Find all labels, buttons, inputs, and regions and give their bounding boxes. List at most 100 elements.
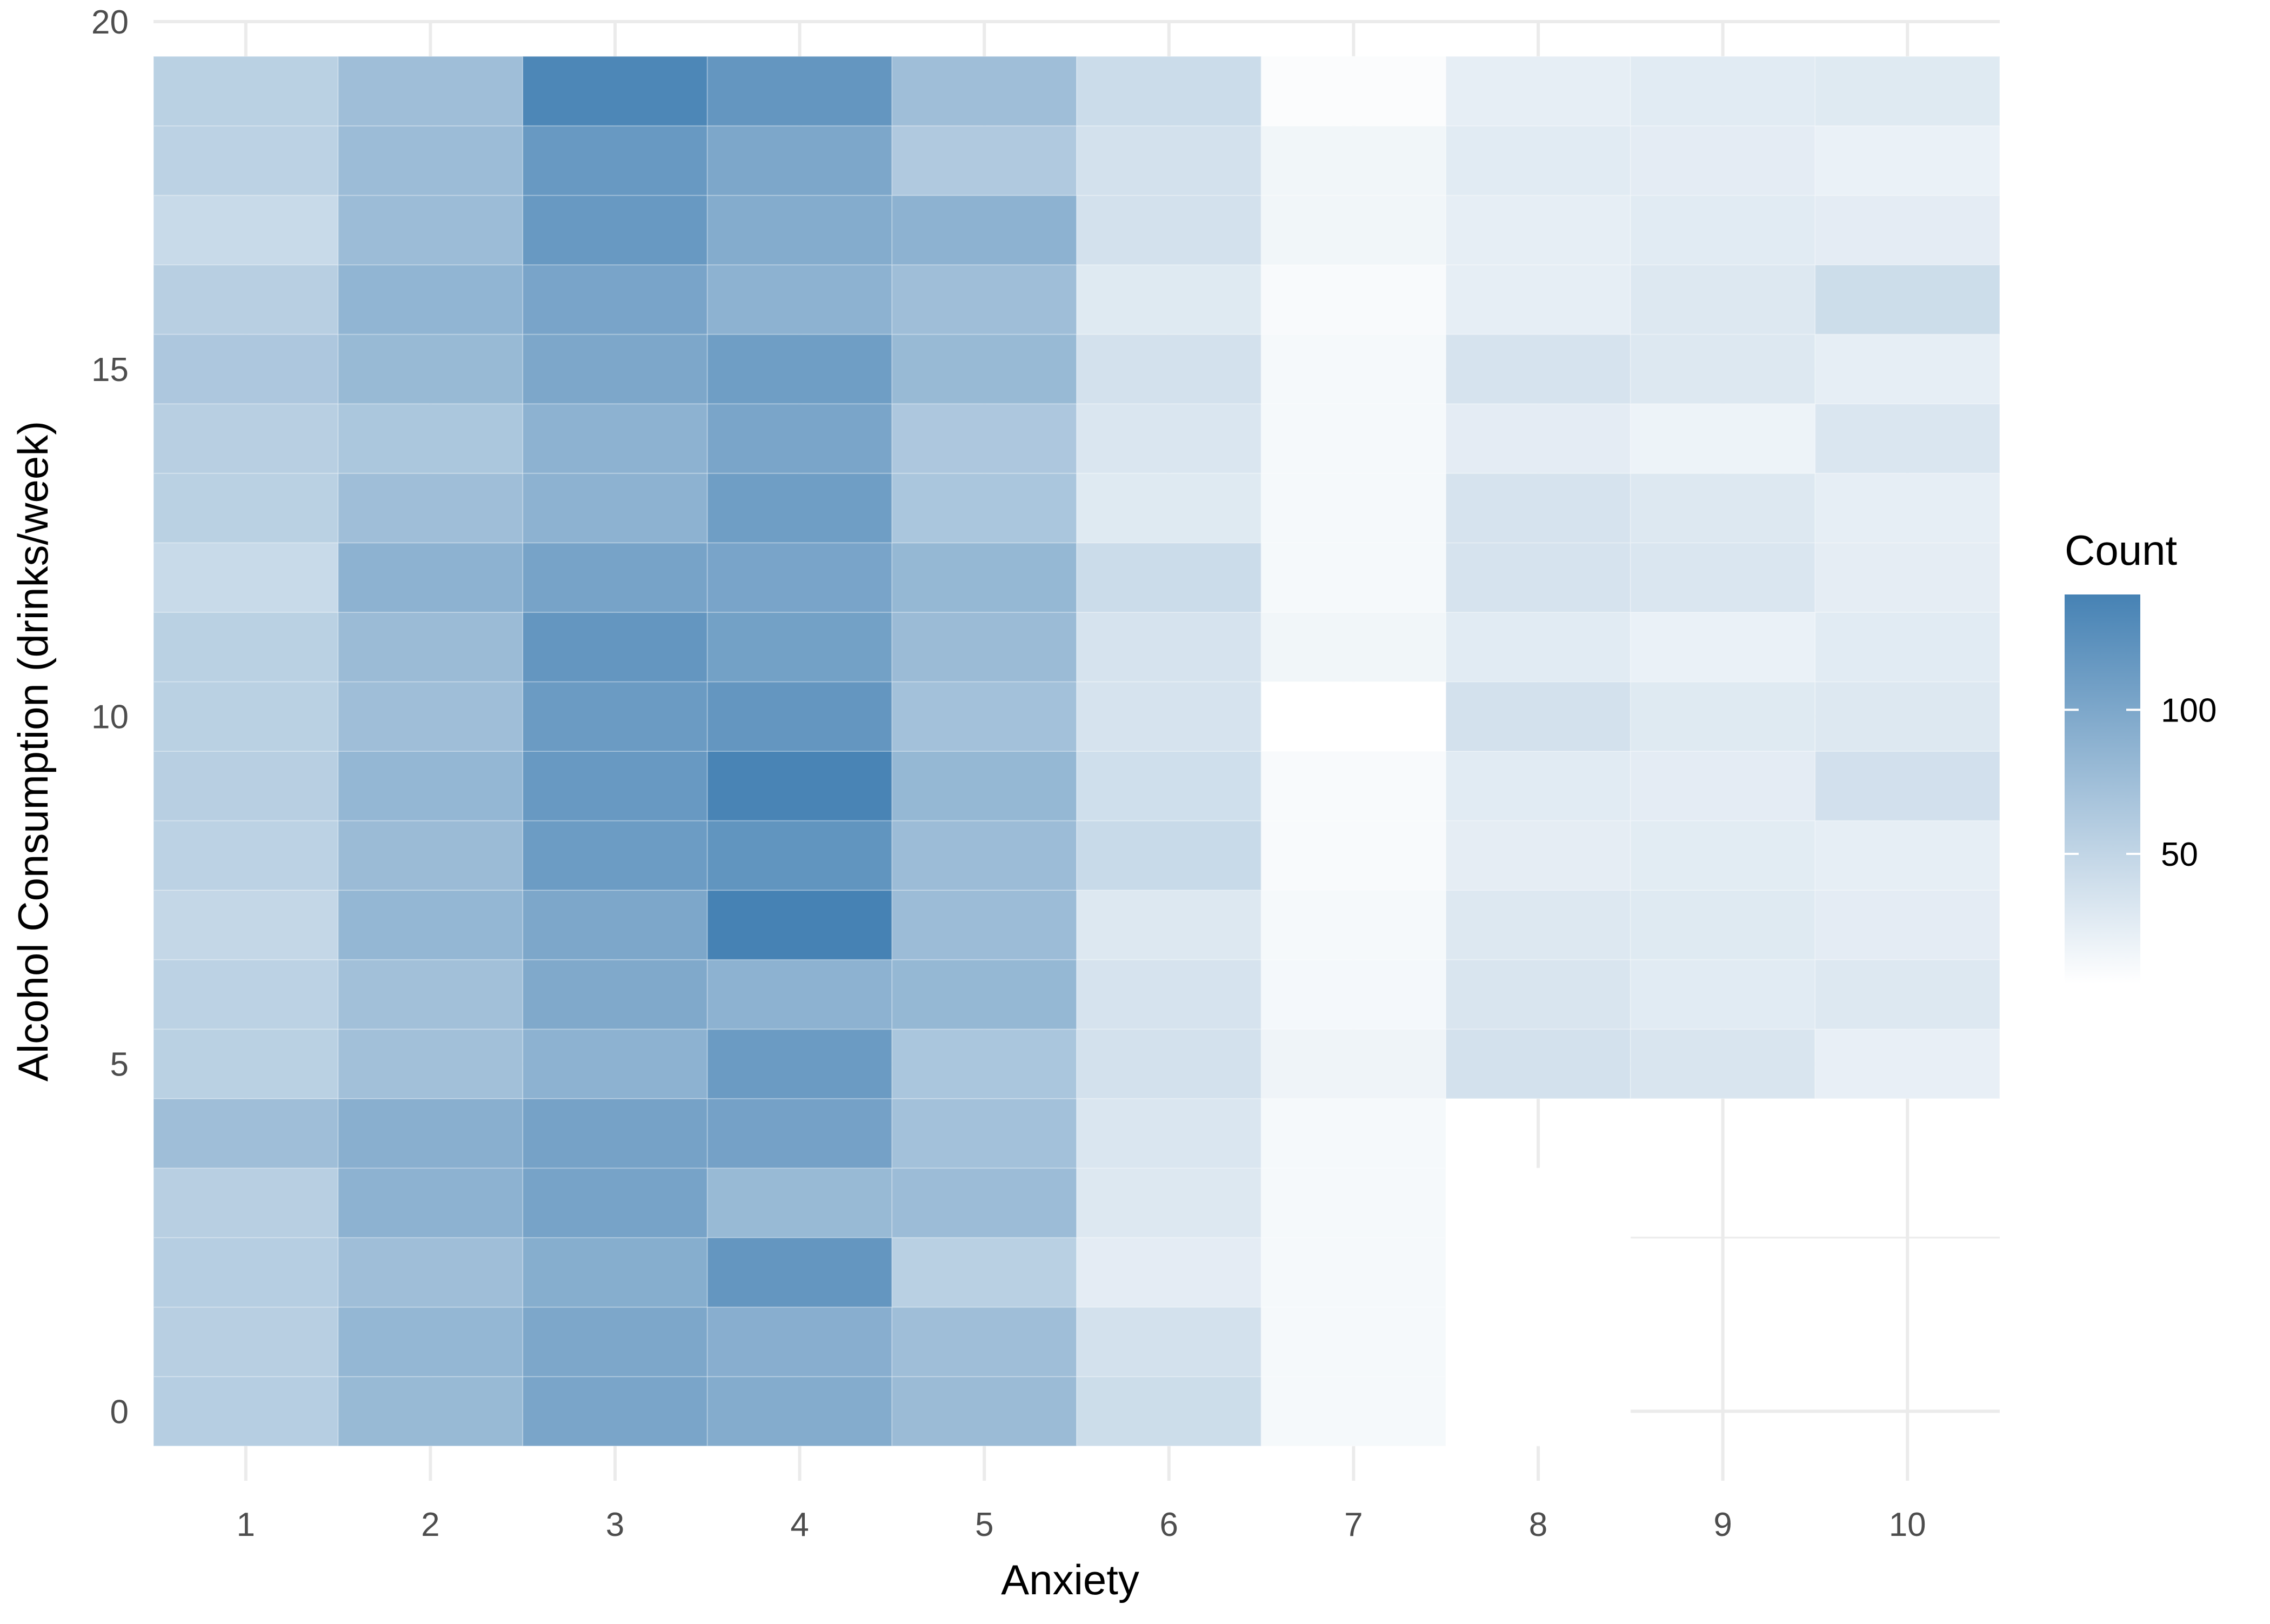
- heatmap-cell: [337, 681, 524, 752]
- heatmap-cell: [1814, 751, 2000, 821]
- heatmap-cell: [891, 403, 1078, 474]
- heatmap-cell: [337, 959, 524, 1030]
- heatmap-cell: [1260, 1028, 1447, 1099]
- heatmap-cell: [153, 472, 339, 544]
- heatmap-cell: [337, 890, 524, 960]
- heatmap-cell: [706, 333, 893, 405]
- heatmap-cell: [1630, 472, 1816, 544]
- heatmap-cell: [1260, 1306, 1447, 1378]
- heatmap-cell: [522, 1098, 708, 1169]
- heatmap-cell: [1445, 1376, 1631, 1447]
- heatmap-cell: [522, 1306, 708, 1378]
- heatmap-cell: [522, 1167, 708, 1238]
- heatmap-cell: [1630, 56, 1816, 126]
- heatmap-cell: [522, 611, 708, 683]
- heatmap-cell: [1445, 959, 1631, 1030]
- heatmap-cell: [1076, 890, 1262, 960]
- heatmap-cell: [1260, 403, 1447, 474]
- heatmap-cell: [706, 1237, 893, 1308]
- heatmap-cell: [1814, 1028, 2000, 1099]
- heatmap-cell: [1814, 195, 2000, 265]
- heatmap-cell: [1630, 611, 1816, 683]
- heatmap-cell: [337, 1028, 524, 1099]
- heatmap-cell: [706, 751, 893, 821]
- heatmap-cell: [337, 820, 524, 891]
- heatmap-cell: [1445, 890, 1631, 960]
- heatmap-cell: [1630, 751, 1816, 821]
- heatmap-cell: [1445, 403, 1631, 474]
- x-axis-title: Anxiety: [1001, 1556, 1139, 1603]
- heatmap-cell: [153, 195, 339, 265]
- heatmap-cell: [1630, 820, 1816, 891]
- heatmap-cell: [1814, 56, 2000, 126]
- heatmap-cell: [153, 611, 339, 683]
- heatmap-cell: [1260, 264, 1447, 335]
- heatmap-cell: [891, 820, 1078, 891]
- heatmap-cell: [153, 751, 339, 821]
- heatmap-cell: [522, 56, 708, 126]
- heatmap-cell: [1260, 611, 1447, 683]
- heatmap-cell: [706, 1028, 893, 1099]
- heatmap-cell: [337, 195, 524, 265]
- heatmap-cell: [1814, 264, 2000, 335]
- heatmap-cell: [891, 890, 1078, 960]
- heatmap-cell: [337, 125, 524, 196]
- heatmap-cell: [337, 56, 524, 126]
- heatmap-cell: [1630, 403, 1816, 474]
- heatmap-cell: [337, 1237, 524, 1308]
- heatmap-cell: [1076, 333, 1262, 405]
- heatmap-cell: [1445, 125, 1631, 196]
- heatmap-cell: [1445, 611, 1631, 683]
- heatmap-cell: [1260, 681, 1447, 752]
- y-tick-label: 0: [110, 1393, 129, 1431]
- heatmap-cell: [891, 195, 1078, 265]
- heatmap-cell: [1076, 1167, 1262, 1238]
- x-tick-label: 6: [1160, 1506, 1178, 1543]
- heatmap-cell: [1445, 1028, 1631, 1099]
- heatmap-cell: [1445, 681, 1631, 752]
- heatmap-cell: [1445, 333, 1631, 405]
- heatmap-cell: [706, 611, 893, 683]
- heatmap-cell: [1630, 333, 1816, 405]
- heatmap-cell: [522, 681, 708, 752]
- x-tick-label: 7: [1344, 1506, 1363, 1543]
- x-tick-label: 4: [790, 1506, 809, 1543]
- heatmap-cell: [153, 125, 339, 196]
- heatmap-cell: [891, 1167, 1078, 1238]
- heatmap-cell: [706, 195, 893, 265]
- heatmap-cell: [1076, 681, 1262, 752]
- heatmap-cell: [153, 1167, 339, 1238]
- heatmap-cell: [1260, 820, 1447, 891]
- heatmap-cell: [706, 403, 893, 474]
- heatmap-cell: [522, 820, 708, 891]
- heatmap-cell: [891, 751, 1078, 821]
- x-tick-label: 10: [1889, 1506, 1926, 1543]
- heatmap-cell: [1445, 1237, 1631, 1308]
- heatmap-cell: [153, 959, 339, 1030]
- heatmap-cell: [1076, 125, 1262, 196]
- heatmap-cell: [1076, 611, 1262, 683]
- heatmap-cell: [706, 820, 893, 891]
- heatmap-cell: [1076, 820, 1262, 891]
- heatmap-cell: [1630, 890, 1816, 960]
- heatmap-cell: [1445, 195, 1631, 265]
- heatmap-cell: [1630, 125, 1816, 196]
- heatmap-cell: [337, 611, 524, 683]
- heatmap-cell: [153, 403, 339, 474]
- heatmap-cell: [706, 125, 893, 196]
- heatmap-cell: [1814, 333, 2000, 405]
- heatmap-cell: [1630, 264, 1816, 335]
- heatmap-cell: [337, 1376, 524, 1447]
- heatmap-cell: [1076, 195, 1262, 265]
- heatmap-cell: [1260, 195, 1447, 265]
- x-tick-label: 3: [606, 1506, 624, 1543]
- legend-color-bar: [2065, 594, 2140, 984]
- heatmap-cell: [1630, 959, 1816, 1030]
- heatmap-cell: [891, 1098, 1078, 1169]
- y-tick-label: 15: [91, 351, 129, 389]
- heatmap-cell: [1260, 125, 1447, 196]
- heatmap-cell: [706, 681, 893, 752]
- heatmap-cell: [1630, 1028, 1816, 1099]
- heatmap-cell: [153, 1028, 339, 1099]
- heatmap-cell: [153, 333, 339, 405]
